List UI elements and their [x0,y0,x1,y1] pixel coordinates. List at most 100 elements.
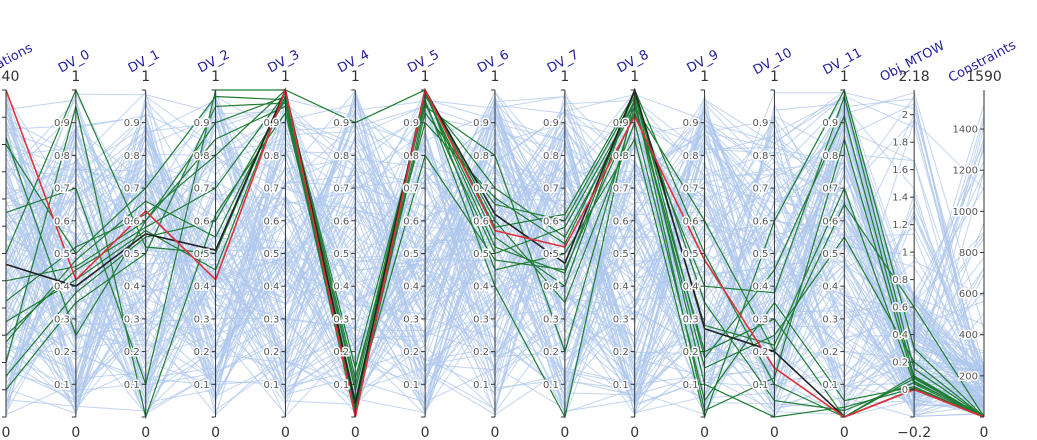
tick-label: 0.2 [543,347,559,358]
axis-max-label: 1590 [966,69,1002,85]
tick-label: 0.5 [333,249,349,260]
tick-label: 0.6 [403,216,419,227]
tick-label: 0.8 [264,151,280,162]
tick-label: 0.7 [403,184,419,195]
tick-label: 0.6 [613,216,629,227]
tick-label: 0.4 [403,282,419,293]
tick-label: 1.8 [892,138,908,149]
tick-label: 1 [902,248,908,259]
tick-label: 0.2 [473,347,489,358]
axis-max-label: 1 [351,69,360,85]
axis-min-label: 0 [71,425,80,440]
tick-label: 0.3 [264,314,280,325]
tick-label: 0.9 [613,118,629,129]
tick-label: 1.2 [892,220,908,231]
tick-label: 0.7 [613,184,629,195]
tick-label: 0.9 [543,118,559,129]
axis-max-label: 1 [211,69,220,85]
tick-label: 0.1 [822,380,838,391]
axis-min-label: 0 [281,425,290,440]
tick-label: 0.8 [54,151,70,162]
tick-label: 0.8 [403,151,419,162]
tick-label: 0.9 [753,118,769,129]
tick-label: 0.3 [54,314,70,325]
tick-label: 0.4 [892,330,908,341]
tick-label: 0.3 [124,314,140,325]
tick-label: 0.1 [613,380,629,391]
tick-label: 0.1 [264,380,280,391]
tick-label: 0.1 [333,380,349,391]
tick-label: 0.6 [124,216,140,227]
tick-label: 0.2 [683,347,699,358]
tick-label: 0.5 [613,249,629,260]
tick-label: 0.1 [473,380,489,391]
tick-label: 0.9 [683,118,699,129]
tick-label: 0.1 [54,380,70,391]
tick-label: 0.8 [333,151,349,162]
tick-label: 0.5 [54,249,70,260]
tick-label: 0.8 [543,151,559,162]
tick-label: 0.2 [892,358,908,369]
tick-label: 0.7 [124,184,140,195]
tick-label: 0.7 [822,184,838,195]
axis-max-label: 240 [0,69,19,85]
axis-max-label: 1 [421,69,430,85]
tick-label: 0.2 [194,347,210,358]
tick-label: 0.7 [54,184,70,195]
tick-label: 0.9 [822,118,838,129]
tick-label: 1000 [953,207,978,218]
tick-label: 0.2 [54,347,70,358]
tick-label: 0.6 [892,303,908,314]
tick-label: 1200 [953,166,978,177]
tick-label: 0.6 [473,216,489,227]
tick-label: 0.4 [264,282,280,293]
tick-label: 0.8 [683,151,699,162]
tick-label: 0.4 [194,282,210,293]
axis-max-label: 1 [491,69,500,85]
axis-min-label: 0 [700,425,709,440]
tick-label: 0.3 [194,314,210,325]
axis-min-label: 0 [141,425,150,440]
tick-label: 0.7 [473,184,489,195]
tick-label: 0.7 [753,184,769,195]
axis-min-label: 0 [630,425,639,440]
axis-min-label: 0 [840,425,849,440]
axis-max-label: 1 [770,69,779,85]
tick-label: 400 [959,330,978,341]
tick-label: 1.4 [892,193,908,204]
tick-label: 1.6 [892,165,908,176]
tick-label: 0.4 [54,282,70,293]
tick-label: 0.5 [403,249,419,260]
tick-label: 0.7 [194,184,210,195]
tick-label: 0.8 [473,151,489,162]
tick-label: 0.3 [613,314,629,325]
tick-label: 0.4 [822,282,838,293]
tick-label: 0.3 [403,314,419,325]
tick-label: 0.5 [822,249,838,260]
axis-min-label: 0 [351,425,360,440]
tick-label: 0.1 [683,380,699,391]
axis-max-label: 1 [281,69,290,85]
tick-label: 0.3 [683,314,699,325]
tick-label: 0.5 [473,249,489,260]
tick-label: 0.3 [753,314,769,325]
tick-label: 0.6 [194,216,210,227]
axis-max-label: 1 [630,69,639,85]
tick-label: 0.2 [264,347,280,358]
tick-label: 0.2 [822,347,838,358]
tick-label: 0.2 [333,347,349,358]
axis-max-label: 1 [560,69,569,85]
tick-label: 800 [959,248,978,259]
tick-label: 0.4 [613,282,629,293]
tick-label: 0.2 [753,347,769,358]
tick-label: 0.4 [333,282,349,293]
axis-min-label: 0 [2,425,11,440]
tick-label: 0.9 [473,118,489,129]
tick-label: 0.9 [124,118,140,129]
tick-label: 600 [959,289,978,300]
tick-label: 0.1 [543,380,559,391]
